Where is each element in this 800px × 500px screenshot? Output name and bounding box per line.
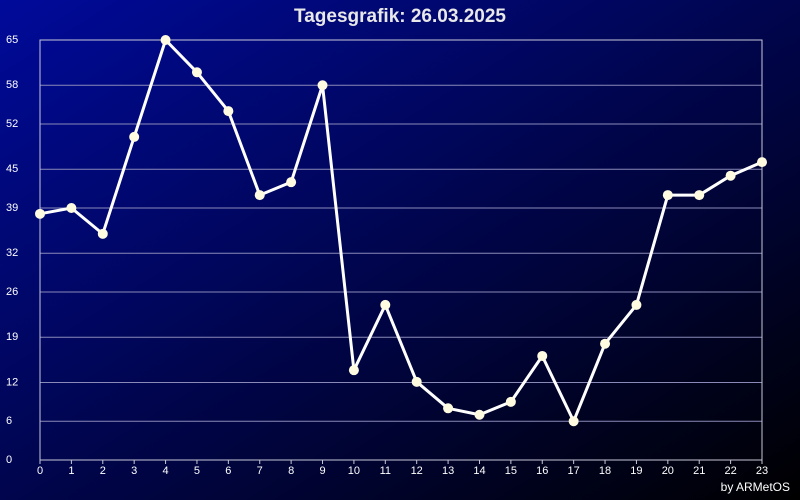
point [223, 106, 234, 117]
x-tick-label: 21 [693, 465, 705, 477]
x-tick-label: 8 [288, 465, 294, 477]
x-tick-label: 14 [473, 465, 485, 477]
y-tick-label: 32 [6, 247, 18, 259]
footer: by ARMetOS [721, 480, 790, 494]
x-tick-label: 18 [599, 465, 611, 477]
chart-title: Tagesgrafik: 26.03.2025 [294, 6, 506, 27]
x-tick-label: 22 [724, 465, 736, 477]
y-tick-label: 45 [6, 163, 18, 175]
point [600, 338, 611, 349]
x-tick-label: 19 [630, 465, 642, 477]
point [411, 376, 422, 387]
x-tick-label: 16 [536, 465, 548, 477]
point [631, 299, 642, 310]
point [474, 409, 485, 420]
point [757, 157, 767, 168]
y-tick-label: 0 [6, 454, 12, 466]
y-tick-label: 58 [6, 79, 18, 91]
y-tick-label: 19 [6, 331, 18, 343]
x-tick-label: 6 [225, 465, 231, 477]
point [662, 190, 673, 201]
x-tick-label: 20 [662, 465, 674, 477]
x-tick-label: 15 [505, 465, 517, 477]
y-tick-label: 39 [6, 202, 18, 214]
x-tick-label: 23 [756, 465, 768, 477]
x-tick-label: 3 [131, 465, 137, 477]
point [254, 190, 265, 201]
line [39, 38, 763, 423]
x-tick-label: 11 [380, 465, 391, 477]
x-tick-label: 17 [568, 465, 580, 477]
point [160, 35, 171, 45]
plot-frame [39, 39, 763, 461]
x-tick-label: 0 [37, 465, 43, 477]
point [66, 203, 77, 213]
x-tick-label: 9 [319, 465, 325, 477]
point [317, 80, 328, 91]
x-tick-label: 13 [442, 465, 454, 477]
point [191, 67, 202, 78]
point [568, 416, 579, 427]
point [537, 350, 548, 361]
point [348, 365, 359, 376]
x-tick-label: 7 [257, 465, 263, 477]
x-tick-label: 12 [411, 465, 423, 477]
point [505, 396, 516, 407]
point [35, 208, 45, 219]
point [725, 170, 736, 181]
point [443, 403, 454, 414]
point [129, 131, 140, 142]
point [286, 177, 297, 188]
x-tick-label: 10 [348, 465, 360, 477]
y-tick-label: 52 [6, 118, 18, 130]
point [694, 190, 705, 201]
y-tick-label: 26 [6, 286, 18, 298]
point [97, 228, 108, 239]
y-tick-label: 6 [6, 415, 12, 427]
x-tick-label: 1 [68, 465, 74, 477]
x-tick-label: 5 [194, 465, 200, 477]
point [380, 299, 391, 310]
x-tick-label: 2 [100, 465, 106, 477]
y-tick-label: 12 [6, 376, 18, 388]
x-tick-label: 4 [163, 465, 169, 477]
y-tick-label: 65 [6, 34, 18, 46]
